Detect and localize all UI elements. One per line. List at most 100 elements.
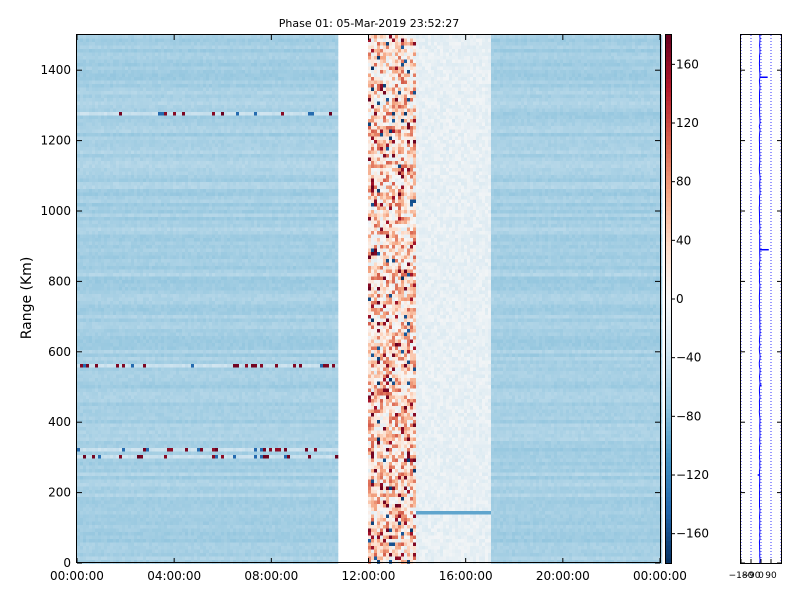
- heatmap-cell: [134, 504, 138, 508]
- heatmap-cell: [101, 339, 105, 344]
- heatmap-cell: [137, 290, 141, 295]
- heatmap-cell: [83, 367, 87, 372]
- heatmap-cell: [128, 374, 132, 379]
- heatmap-cell: [98, 458, 102, 463]
- heatmap-cell: [173, 238, 177, 242]
- heatmap-cell: [137, 287, 141, 291]
- heatmap-cell: [125, 416, 129, 421]
- heatmap-cell: [83, 357, 87, 361]
- heatmap-cell: [125, 287, 129, 291]
- heatmap-cell: [146, 196, 150, 200]
- heatmap-cell: [125, 388, 129, 393]
- heatmap-cell: [86, 248, 90, 253]
- heatmap-cell: [161, 518, 165, 522]
- heatmap-cell: [110, 437, 114, 442]
- heatmap-cell: [122, 308, 126, 312]
- heatmap-cell: [146, 94, 150, 99]
- heatmap-cell: [164, 178, 168, 183]
- heatmap-cell: [143, 507, 147, 512]
- heatmap-cell: [110, 227, 114, 232]
- heatmap-cell: [92, 507, 96, 512]
- heatmap-cell: [77, 514, 81, 519]
- heatmap-cell: [110, 203, 114, 207]
- heatmap-cell: [77, 448, 81, 452]
- heatmap-cell: [83, 539, 87, 543]
- heatmap-cell: [155, 203, 159, 207]
- heatmap-cell: [167, 206, 171, 211]
- heatmap-cell: [164, 549, 168, 554]
- heatmap-cell: [152, 182, 156, 186]
- heatmap-cell: [98, 266, 102, 270]
- heatmap-cell: [83, 329, 87, 333]
- heatmap-cell: [92, 315, 96, 319]
- heatmap-cell: [119, 329, 123, 333]
- heatmap-cell: [173, 413, 177, 417]
- heatmap-cell: [161, 423, 165, 428]
- heatmap-cell: [173, 52, 177, 57]
- heatmap-cell: [131, 532, 135, 536]
- heatmap-cell: [167, 486, 171, 491]
- heatmap-cell: [167, 423, 171, 428]
- heatmap-cell: [167, 248, 171, 253]
- heatmap-cell: [152, 364, 156, 368]
- heatmap-cell: [98, 507, 102, 512]
- heatmap-cell: [77, 532, 81, 536]
- heatmap-cell: [104, 430, 108, 435]
- heatmap-cell: [164, 217, 168, 221]
- heatmap-cell: [173, 80, 177, 85]
- heatmap-cell: [128, 266, 132, 270]
- heatmap-cell: [152, 416, 156, 421]
- heatmap-cell: [83, 196, 87, 200]
- heatmap-cell: [140, 161, 144, 165]
- heatmap-cell: [161, 374, 165, 379]
- heatmap-cell: [104, 98, 108, 102]
- heatmap-cell: [119, 472, 123, 477]
- heatmap-cell: [119, 448, 123, 452]
- heatmap-cell: [116, 542, 120, 547]
- heatmap-cell: [89, 108, 93, 113]
- heatmap-cell: [113, 59, 117, 64]
- heatmap-cell: [152, 87, 156, 92]
- heatmap-cell: [128, 182, 132, 186]
- heatmap-cell: [98, 49, 102, 53]
- heatmap-cell: [167, 511, 171, 515]
- heatmap-cell: [128, 94, 132, 99]
- heatmap-cell: [134, 84, 138, 88]
- heatmap-cell: [128, 416, 132, 421]
- heatmap-cell: [152, 304, 156, 309]
- heatmap-cell: [86, 423, 90, 428]
- heatmap-cell: [140, 199, 144, 204]
- heatmap-cell: [110, 143, 114, 148]
- heatmap-cell: [92, 332, 96, 337]
- heatmap-cell: [158, 441, 162, 445]
- heatmap-cell: [125, 507, 129, 512]
- heatmap-cell: [83, 311, 87, 316]
- heatmap-cell: [104, 350, 108, 354]
- heatmap-cell: [104, 224, 108, 228]
- heatmap-cell: [134, 420, 138, 424]
- heatmap-cell: [107, 227, 111, 232]
- heatmap-cell: [110, 406, 114, 410]
- heatmap-cell: [86, 339, 90, 344]
- heatmap-cell: [101, 294, 105, 298]
- heatmap-cell: [128, 189, 132, 193]
- heatmap-cell: [146, 448, 150, 452]
- heatmap-cell: [92, 38, 96, 43]
- heatmap-cell: [167, 161, 171, 165]
- heatmap-cell: [104, 465, 108, 470]
- heatmap-cell: [110, 297, 114, 302]
- heatmap-cell: [155, 493, 159, 498]
- heatmap-cell: [116, 290, 120, 295]
- heatmap-cell: [134, 360, 138, 365]
- heatmap-cell: [110, 178, 114, 183]
- heatmap-cell: [158, 112, 162, 116]
- heatmap-cell: [128, 175, 132, 179]
- heatmap-cell: [119, 231, 123, 235]
- heatmap-cell: [140, 322, 144, 326]
- heatmap-cell: [80, 294, 84, 298]
- heatmap-cell: [80, 357, 84, 361]
- heatmap-cell: [170, 157, 174, 162]
- heatmap-cell: [107, 343, 111, 347]
- heatmap-cell: [80, 444, 84, 449]
- heatmap-cell: [116, 231, 120, 235]
